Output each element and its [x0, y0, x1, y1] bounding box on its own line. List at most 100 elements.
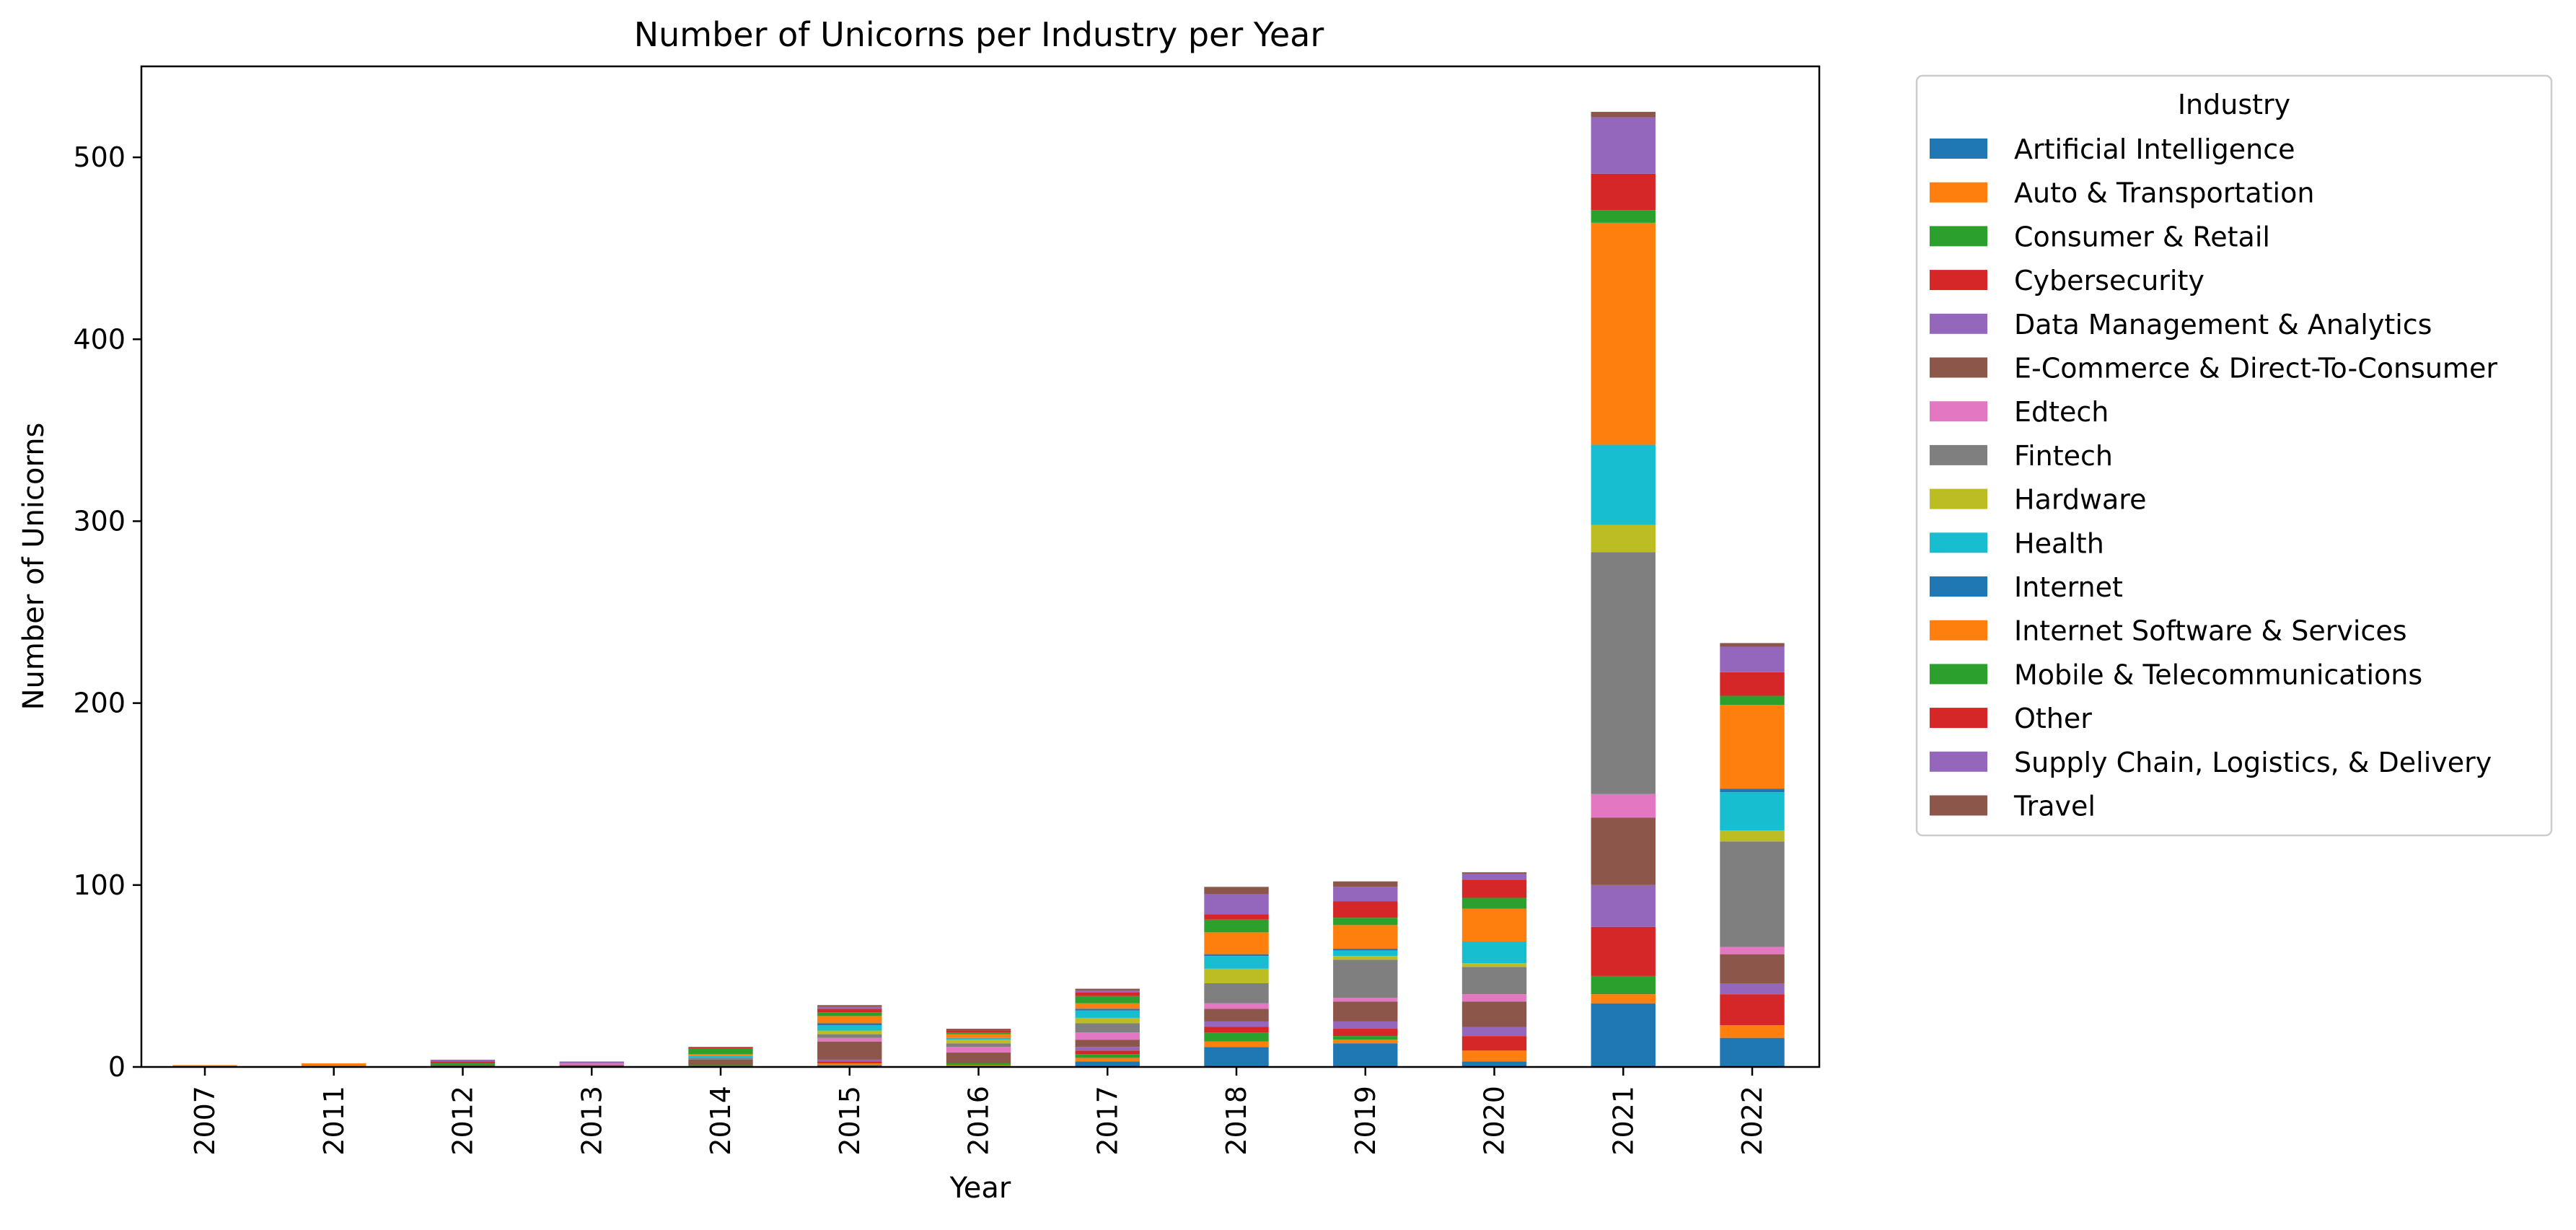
y-tick-label: 0 — [108, 1051, 126, 1083]
bar-segment — [946, 1034, 1011, 1038]
bar-segment — [1204, 1009, 1269, 1022]
bar-segment — [1591, 817, 1656, 885]
bar-segment — [1075, 1058, 1140, 1062]
bar-segment — [817, 1061, 882, 1063]
bar-segment — [1720, 1037, 1785, 1067]
bar-segment — [1075, 1040, 1140, 1047]
bar-segment — [172, 1065, 237, 1067]
bar-segment — [817, 1005, 882, 1007]
legend-swatch — [1930, 576, 1987, 597]
bar-segment — [946, 1047, 1011, 1053]
bar-segment — [1333, 950, 1398, 957]
bar-segment — [1075, 1023, 1140, 1033]
x-tick-label: 2016 — [963, 1086, 995, 1156]
bar-segment — [1461, 872, 1527, 874]
legend-label: E-Commerce & Direct-To-Consumer — [2014, 353, 2497, 385]
legend-title: Industry — [2178, 89, 2290, 120]
legend-label: Consumer & Retail — [2014, 221, 2270, 252]
bar-segment — [1333, 1029, 1398, 1037]
bar-segment — [1333, 1001, 1398, 1022]
bar-segment — [1075, 1032, 1140, 1040]
legend-label: Cybersecurity — [2014, 265, 2204, 296]
bar-segment — [430, 1065, 496, 1067]
bar-segment — [1075, 1017, 1140, 1024]
bar-segment — [1204, 894, 1269, 915]
bar-segment — [1333, 1021, 1398, 1029]
bars-layer — [172, 112, 1785, 1067]
bar-segment — [1075, 992, 1140, 996]
legend-swatch — [1930, 751, 1987, 772]
bar-segment — [1461, 908, 1527, 941]
legend-swatch — [1930, 401, 1987, 422]
legend-swatch — [1930, 708, 1987, 729]
y-axis-ticks: 0 100 200 300 400 500 — [73, 141, 141, 1083]
x-tick-label: 2017 — [1091, 1086, 1123, 1156]
bar-segment — [1591, 975, 1656, 995]
bar-segment — [1461, 1001, 1527, 1027]
x-tick-label: 2012 — [447, 1086, 479, 1156]
bar-segment — [688, 1047, 753, 1049]
bar-segment — [1720, 954, 1785, 983]
bar-segment — [1333, 901, 1398, 918]
bar-segment — [1591, 173, 1656, 211]
bar-segment — [1075, 1010, 1140, 1018]
bar-segment — [817, 1037, 882, 1042]
bar-segment — [430, 1061, 496, 1063]
bar-segment — [1333, 1036, 1398, 1040]
y-tick-label: 400 — [73, 323, 126, 355]
bar-segment — [1720, 1025, 1785, 1038]
bar-segment — [1075, 1003, 1140, 1009]
legend-swatch — [1930, 139, 1987, 159]
bar-segment — [1075, 996, 1140, 1003]
bar-segment — [559, 1063, 624, 1066]
bar-segment — [1591, 794, 1656, 818]
y-tick-label: 100 — [73, 869, 126, 901]
bar-segment — [1204, 932, 1269, 954]
bar-segment — [1461, 1061, 1527, 1067]
bar-segment — [817, 1063, 882, 1066]
x-tick-label: 2020 — [1479, 1086, 1511, 1156]
legend-swatch — [1930, 270, 1987, 291]
bar-segment — [946, 1030, 1011, 1033]
legend: Industry Artificial Intelligence Auto & T… — [1915, 74, 2553, 837]
legend-label: Other — [2014, 703, 2092, 734]
bar-segment — [1461, 994, 1527, 1002]
bar-segment — [1204, 914, 1269, 920]
legend-swatch — [1930, 444, 1987, 465]
bar-segment — [1075, 1047, 1140, 1051]
bar-segment — [1461, 963, 1527, 967]
bar-segment — [1333, 918, 1398, 926]
legend-label: Auto & Transportation — [2014, 177, 2314, 209]
bar-segment — [1333, 887, 1398, 902]
bar-segment — [946, 1040, 1011, 1044]
bar-segment — [1333, 1043, 1398, 1067]
bar-segment — [1333, 1040, 1398, 1044]
bar-segment — [1204, 956, 1269, 969]
bar-segment — [1720, 841, 1785, 947]
bar-segment — [946, 1029, 1011, 1031]
bar-segment — [1204, 887, 1269, 895]
x-tick-label: 2021 — [1607, 1086, 1639, 1156]
bar-segment — [1204, 1003, 1269, 1009]
x-axis-ticks: 2007 2011 2012 2013 2014 2015 2016 2017 2018 2019… — [189, 1067, 1768, 1156]
bar-segment — [946, 1052, 1011, 1063]
legend-label: Data Management & Analytics — [2014, 309, 2432, 341]
bar-segment — [1204, 1041, 1269, 1047]
bar-segment — [1461, 897, 1527, 909]
bar-segment — [1720, 695, 1785, 706]
bar-segment — [1204, 1021, 1269, 1027]
legend-frame — [1915, 74, 2553, 837]
bar-segment — [1461, 1027, 1527, 1037]
legend-label: Mobile & Telecommunications — [2014, 659, 2422, 690]
bar-segment — [1720, 983, 1785, 995]
legend-swatch — [1930, 795, 1987, 816]
bar-segment — [1591, 884, 1656, 927]
bar-segment — [1591, 444, 1656, 525]
bar-segment — [1720, 705, 1785, 789]
legend-swatch — [1930, 182, 1987, 203]
legend-swatch — [1930, 357, 1987, 378]
bar-segment — [1333, 881, 1398, 887]
bar-segment — [1720, 672, 1785, 696]
chart-title: Number of Unicorns per Industry per Year — [634, 15, 1324, 54]
